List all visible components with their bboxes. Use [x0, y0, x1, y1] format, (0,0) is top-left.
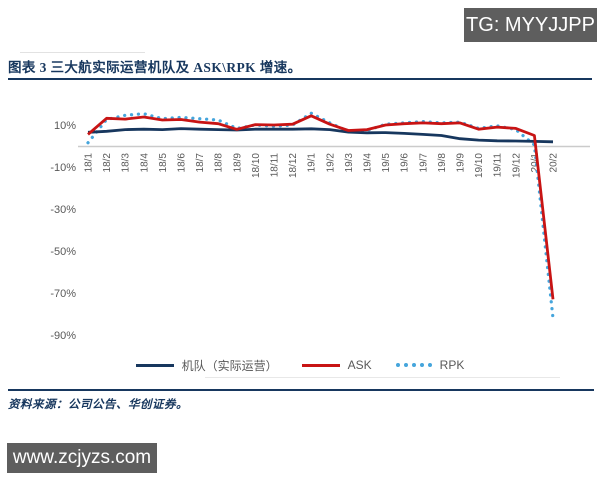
chart-legend: 机队（实际运营） ASK RPK [0, 355, 600, 375]
ask-line-swatch [301, 363, 340, 367]
legend-item-rpk: RPK [395, 358, 465, 372]
legend-label: RPK [439, 358, 465, 372]
x-tick-label: 18/3 [121, 153, 132, 173]
x-tick-label: 18/9 [232, 153, 243, 173]
legend-label: 机队（实际运营） [181, 358, 278, 373]
x-tick-label: 19/4 [363, 153, 374, 173]
x-tick-label: 19/7 [418, 153, 429, 173]
x-tick-label: 19/5 [381, 153, 392, 173]
legend-item-ask: ASK [301, 358, 372, 372]
x-tick-label: 19/2 [325, 153, 336, 173]
y-tick-label: -70% [50, 288, 76, 300]
x-tick-label: 19/10 [474, 153, 485, 178]
y-tick-label: 10% [54, 120, 76, 132]
legend-label: ASK [347, 358, 372, 372]
y-tick-label: -30% [50, 204, 76, 216]
scan-artifact-line [205, 377, 560, 378]
x-tick-label: 18/10 [251, 153, 262, 178]
source-divider [8, 389, 594, 391]
website-watermark: www.zcjyzs.com [7, 443, 157, 473]
x-tick-label: 19/3 [344, 153, 355, 173]
x-tick-label: 19/1 [307, 153, 318, 173]
y-tick-label: -10% [50, 162, 76, 174]
x-tick-label: 19/12 [511, 153, 522, 178]
x-tick-label: 18/7 [195, 153, 206, 173]
x-tick-label: 18/6 [177, 153, 188, 173]
fleet-line-swatch [135, 363, 174, 367]
x-tick-label: 18/11 [270, 153, 281, 178]
figure-title: 图表 3 三大航实际运营机队及 ASK\RPK 增速。 [8, 60, 302, 75]
x-tick-label: 19/6 [400, 153, 411, 173]
x-tick-label: 18/8 [214, 153, 225, 173]
rpk-dotted-swatch [395, 363, 432, 367]
y-tick-label: -90% [50, 330, 76, 342]
tg-contact-badge: TG: MYYJJPP [464, 8, 597, 42]
series- [87, 127, 554, 144]
x-tick-label: 18/1 [84, 153, 95, 173]
series-ask [87, 114, 555, 300]
x-tick-label: 18/4 [139, 153, 150, 173]
x-tick-label: 19/11 [493, 153, 504, 178]
title-divider [8, 78, 592, 80]
x-tick-label: 20/1 [530, 153, 541, 173]
x-tick-label: 20/2 [549, 153, 560, 173]
x-tick-label: 18/12 [288, 153, 299, 178]
series-rpk [86, 111, 555, 320]
source-note: 资料来源：公司公告、华创证券。 [8, 399, 188, 411]
x-tick-label: 19/8 [437, 153, 448, 173]
x-tick-label: 18/2 [102, 153, 113, 173]
scan-artifact-line [20, 52, 145, 53]
x-tick-label: 19/9 [456, 153, 467, 173]
legend-item-fleet: 机队（实际运营） [135, 357, 278, 374]
y-tick-label: -50% [50, 246, 76, 258]
x-tick-label: 18/5 [158, 153, 169, 173]
